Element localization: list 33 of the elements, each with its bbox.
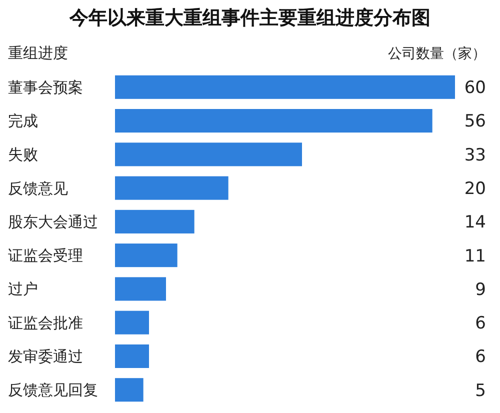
bar xyxy=(115,310,149,334)
y-tick-label: 反馈意见 xyxy=(8,179,68,198)
data-label: 33 xyxy=(464,145,486,166)
bar xyxy=(115,378,144,402)
data-label: 11 xyxy=(464,246,486,266)
y-tick-label: 证监会批准 xyxy=(8,314,83,332)
y-tick-label: 证监会受理 xyxy=(8,246,83,265)
data-label: 20 xyxy=(464,178,486,199)
chart-title: 今年以来重大重组事件主要重组进度分布图 xyxy=(68,7,430,29)
data-label: 9 xyxy=(475,280,486,300)
bar xyxy=(115,344,149,368)
data-label: 56 xyxy=(464,112,486,132)
bar xyxy=(115,244,178,268)
data-label: 6 xyxy=(475,314,486,334)
bar xyxy=(115,75,455,99)
bar xyxy=(115,277,166,301)
data-label: 14 xyxy=(464,212,486,233)
y-tick-label: 过户 xyxy=(8,280,38,298)
bar xyxy=(115,109,432,133)
bar xyxy=(115,142,302,166)
data-label: 5 xyxy=(475,380,486,401)
bar xyxy=(115,176,228,200)
data-label: 6 xyxy=(475,347,486,368)
y-tick-label: 股东大会通过 xyxy=(8,212,98,231)
y-tick-label: 反馈意见回复 xyxy=(8,381,98,400)
x-axis-title: 公司数量（家） xyxy=(388,46,486,62)
y-tick-label: 董事会预案 xyxy=(8,78,83,96)
y-tick-label: 发审委通过 xyxy=(8,347,83,366)
data-label: 60 xyxy=(464,78,486,98)
y-tick-label: 完成 xyxy=(8,112,38,130)
bar xyxy=(115,210,194,234)
y-tick-label: 失败 xyxy=(8,146,38,164)
y-axis-title: 重组进度 xyxy=(8,44,68,62)
